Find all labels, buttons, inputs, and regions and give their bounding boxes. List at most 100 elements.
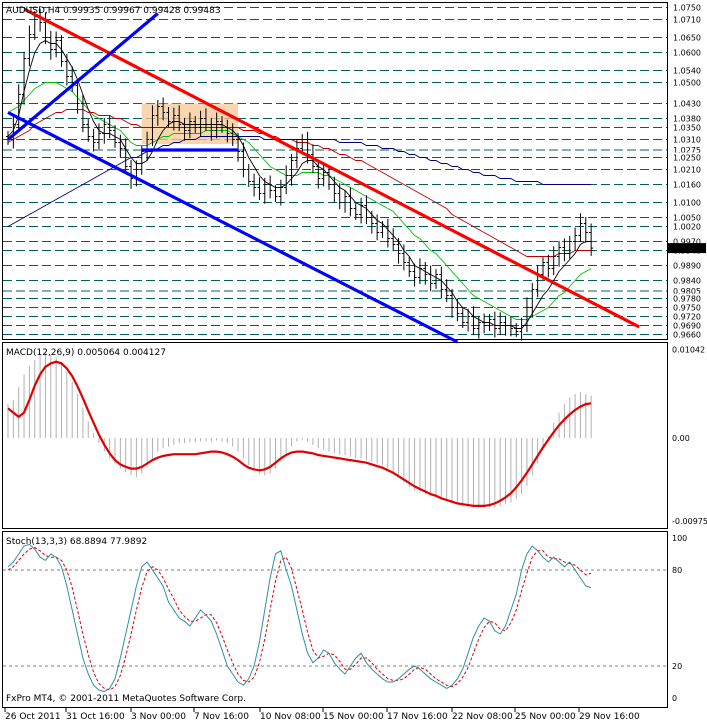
price-tick-bg: [669, 134, 705, 145]
last-price-marker: [668, 243, 706, 254]
price-bar: [187, 112, 192, 139]
price-title: AUDUSD,H4 0.99935 0.99967 0.99428 0.9948…: [6, 6, 221, 16]
price-tick-label: 1.0600: [673, 49, 701, 58]
price-bar: [262, 177, 267, 204]
macd-signal-line: [7, 360, 592, 507]
price-tick-label: 1.0160: [673, 181, 701, 190]
price-tick-label: 1.0380: [673, 115, 701, 124]
price-bar: [530, 282, 535, 318]
price-bar: [482, 313, 487, 334]
time-tick-label: 26 Oct 2011: [5, 712, 61, 722]
price-bar: [434, 269, 438, 289]
price-tick-label: 1.0710: [673, 16, 701, 25]
price-bar: [155, 99, 160, 126]
time-tick-label: 17 Nov 16:00: [387, 712, 448, 722]
moving-average-line: [7, 82, 592, 320]
price-bar: [134, 160, 139, 187]
price-tick-label: 1.0050: [673, 214, 701, 223]
price-bar: [583, 216, 588, 243]
macd-axis-label: 0.00: [672, 434, 690, 443]
price-tick-label: 1.0750: [673, 4, 701, 13]
price-tick-label: 1.0350: [673, 124, 701, 133]
price-tick-bg: [669, 65, 705, 76]
price-bar: [562, 238, 567, 262]
stoch-axis-label: 0: [672, 694, 677, 703]
price-bar: [177, 105, 182, 132]
price-bar: [466, 308, 471, 332]
stoch-main-line: [7, 543, 592, 693]
price-bar: [557, 240, 562, 267]
price-tick-label: 0.9690: [673, 322, 701, 331]
price-bar: [573, 227, 578, 251]
price-bar: [369, 210, 374, 234]
price-tick-bg: [669, 2, 705, 13]
price-tick-bg: [669, 221, 705, 232]
price-bar: [535, 265, 540, 298]
trendline: [23, 7, 641, 329]
price-bar: [300, 134, 305, 154]
price-tick-label: 1.0650: [673, 34, 701, 43]
price-tick-bg: [669, 329, 705, 340]
price-bar: [59, 35, 64, 67]
time-tick-label: 29 Nov 16:00: [579, 712, 640, 722]
price-bar: [567, 236, 572, 259]
price-tick-bg: [669, 145, 705, 155]
price-bar: [43, 12, 48, 45]
price-tick-label: 0.9720: [673, 313, 701, 322]
price-bar: [519, 317, 524, 341]
price-bar: [193, 116, 198, 133]
time-tick-label: 25 Nov 00:00: [515, 712, 576, 722]
price-bar: [225, 119, 230, 143]
price-tick-label: 0.9660: [673, 331, 701, 340]
trendlines: [6, 7, 641, 344]
price-bar: [257, 177, 262, 201]
price-bar: [385, 218, 390, 248]
price-tick-label: 1.0430: [673, 100, 701, 109]
time-tick-label: 31 Oct 16:00: [66, 712, 125, 722]
price-tick-bg: [669, 98, 705, 109]
price-bar: [551, 246, 556, 276]
price-panel-frame: [2, 2, 668, 340]
price-tick-label: 0.9840: [673, 277, 701, 286]
price-bar: [236, 132, 241, 162]
price-tick-bg: [669, 236, 705, 247]
price-axis: 1.0750 1.0710 1.0650 1.0600 1.0540 1.0500 1.04…: [668, 2, 706, 340]
price-bar: [353, 203, 358, 220]
price-bars: [6, 8, 594, 341]
price-bar: [246, 164, 251, 187]
macd-indicator: 0.01042 0.00 -0.00975: [7, 346, 707, 526]
time-tick-label: 22 Nov 08:00: [452, 712, 513, 722]
price-bar: [107, 115, 112, 139]
price-bar: [118, 134, 123, 158]
price-tick-label: 1.0275: [673, 146, 701, 155]
price-tick-label: 1.0100: [673, 199, 701, 208]
price-bar: [86, 119, 91, 142]
price-bar: [428, 265, 433, 292]
time-tick-label: 10 Nov 08:00: [260, 712, 321, 722]
price-bar: [91, 128, 96, 152]
price-bar: [171, 107, 176, 131]
price-bar: [252, 173, 257, 197]
price-tick-bg: [669, 32, 705, 43]
price-bar: [273, 185, 278, 202]
price-bar: [241, 142, 246, 178]
macd-title: MACD(12,26,9) 0.005064 0.004127: [6, 348, 166, 358]
moving-average-line: [7, 39, 592, 329]
price-bar: [96, 123, 101, 150]
price-tick-bg: [669, 77, 705, 88]
price-bar: [166, 107, 171, 127]
price-bar: [278, 179, 283, 206]
copyright-label: FxPro MT4, © 2001-2011 MetaQuotes Softwa…: [6, 694, 246, 704]
time-tick-label: 7 Nov 16:00: [194, 712, 249, 722]
price-bar: [321, 163, 326, 187]
price-bar: [305, 131, 310, 164]
price-bar: [203, 108, 208, 132]
price-bar: [589, 223, 594, 256]
price-bar: [75, 78, 80, 114]
price-bar: [343, 189, 348, 213]
price-bar: [327, 167, 331, 190]
price-bar: [332, 176, 337, 203]
price-bar: [161, 97, 166, 121]
price-bar: [498, 312, 503, 336]
stoch-title: Stoch(13,3,3) 68.8894 77.9892: [6, 537, 147, 547]
